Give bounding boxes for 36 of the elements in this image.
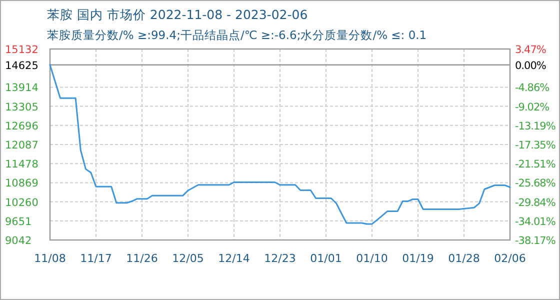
y-tick-label: 10260 xyxy=(5,196,38,209)
y-tick-label: 10869 xyxy=(5,178,38,190)
y-tick-label: 13914 xyxy=(5,82,39,94)
x-tick-label: 02/06 xyxy=(494,252,526,265)
chart-subtitle: 苯胺质量分数/% ≥:99.4;干品结晶点/℃ ≥:-6.6;水分质量分数/% ≤: 0.1 xyxy=(47,28,427,42)
y2-tick-label: -9.02% xyxy=(515,101,550,114)
chart-title: 苯胺 国内 市场价 2022-11-08 - 2023-02-06 xyxy=(47,7,308,22)
y-tick-label: 15132 xyxy=(5,44,38,56)
y2-tick-label: -29.84% xyxy=(515,196,556,209)
y2-tick-label: -17.35% xyxy=(515,140,556,152)
y2-tick-label: -34.01% xyxy=(515,216,556,228)
x-tick-label: 01/01 xyxy=(310,252,342,265)
y-tick-label: 13305 xyxy=(5,101,38,114)
y2-tick-label: 0.00% xyxy=(515,60,546,72)
y2-tick-label: -13.19% xyxy=(515,120,556,132)
y-tick-label: 11478 xyxy=(5,158,38,171)
y-tick-label: 9651 xyxy=(5,216,32,228)
line-series xyxy=(49,64,511,225)
y2-tick-label: 3.47% xyxy=(515,44,546,56)
x-tick-label: 01/10 xyxy=(356,252,388,265)
x-tick-label: 12/05 xyxy=(172,252,204,265)
y2-tick-label: -38.17% xyxy=(515,235,556,247)
x-tick-label: 12/14 xyxy=(218,252,250,265)
x-tick-label: 01/28 xyxy=(448,252,480,265)
y-tick-label: 14625 xyxy=(5,60,38,72)
y2-tick-label: -25.68% xyxy=(515,178,556,190)
x-tick-label: 12/23 xyxy=(264,252,296,265)
y-tick-label: 9042 xyxy=(5,235,32,247)
y2-tick-label: -21.51% xyxy=(515,158,556,171)
x-tick-label: 01/19 xyxy=(402,252,434,265)
x-tick-label: 11/26 xyxy=(126,252,158,265)
y2-tick-label: -4.86% xyxy=(515,82,550,94)
y-tick-label: 12087 xyxy=(5,140,38,152)
x-tick-label: 11/08 xyxy=(34,252,66,265)
x-tick-label: 11/17 xyxy=(80,252,112,265)
y-tick-label: 12696 xyxy=(5,120,39,132)
